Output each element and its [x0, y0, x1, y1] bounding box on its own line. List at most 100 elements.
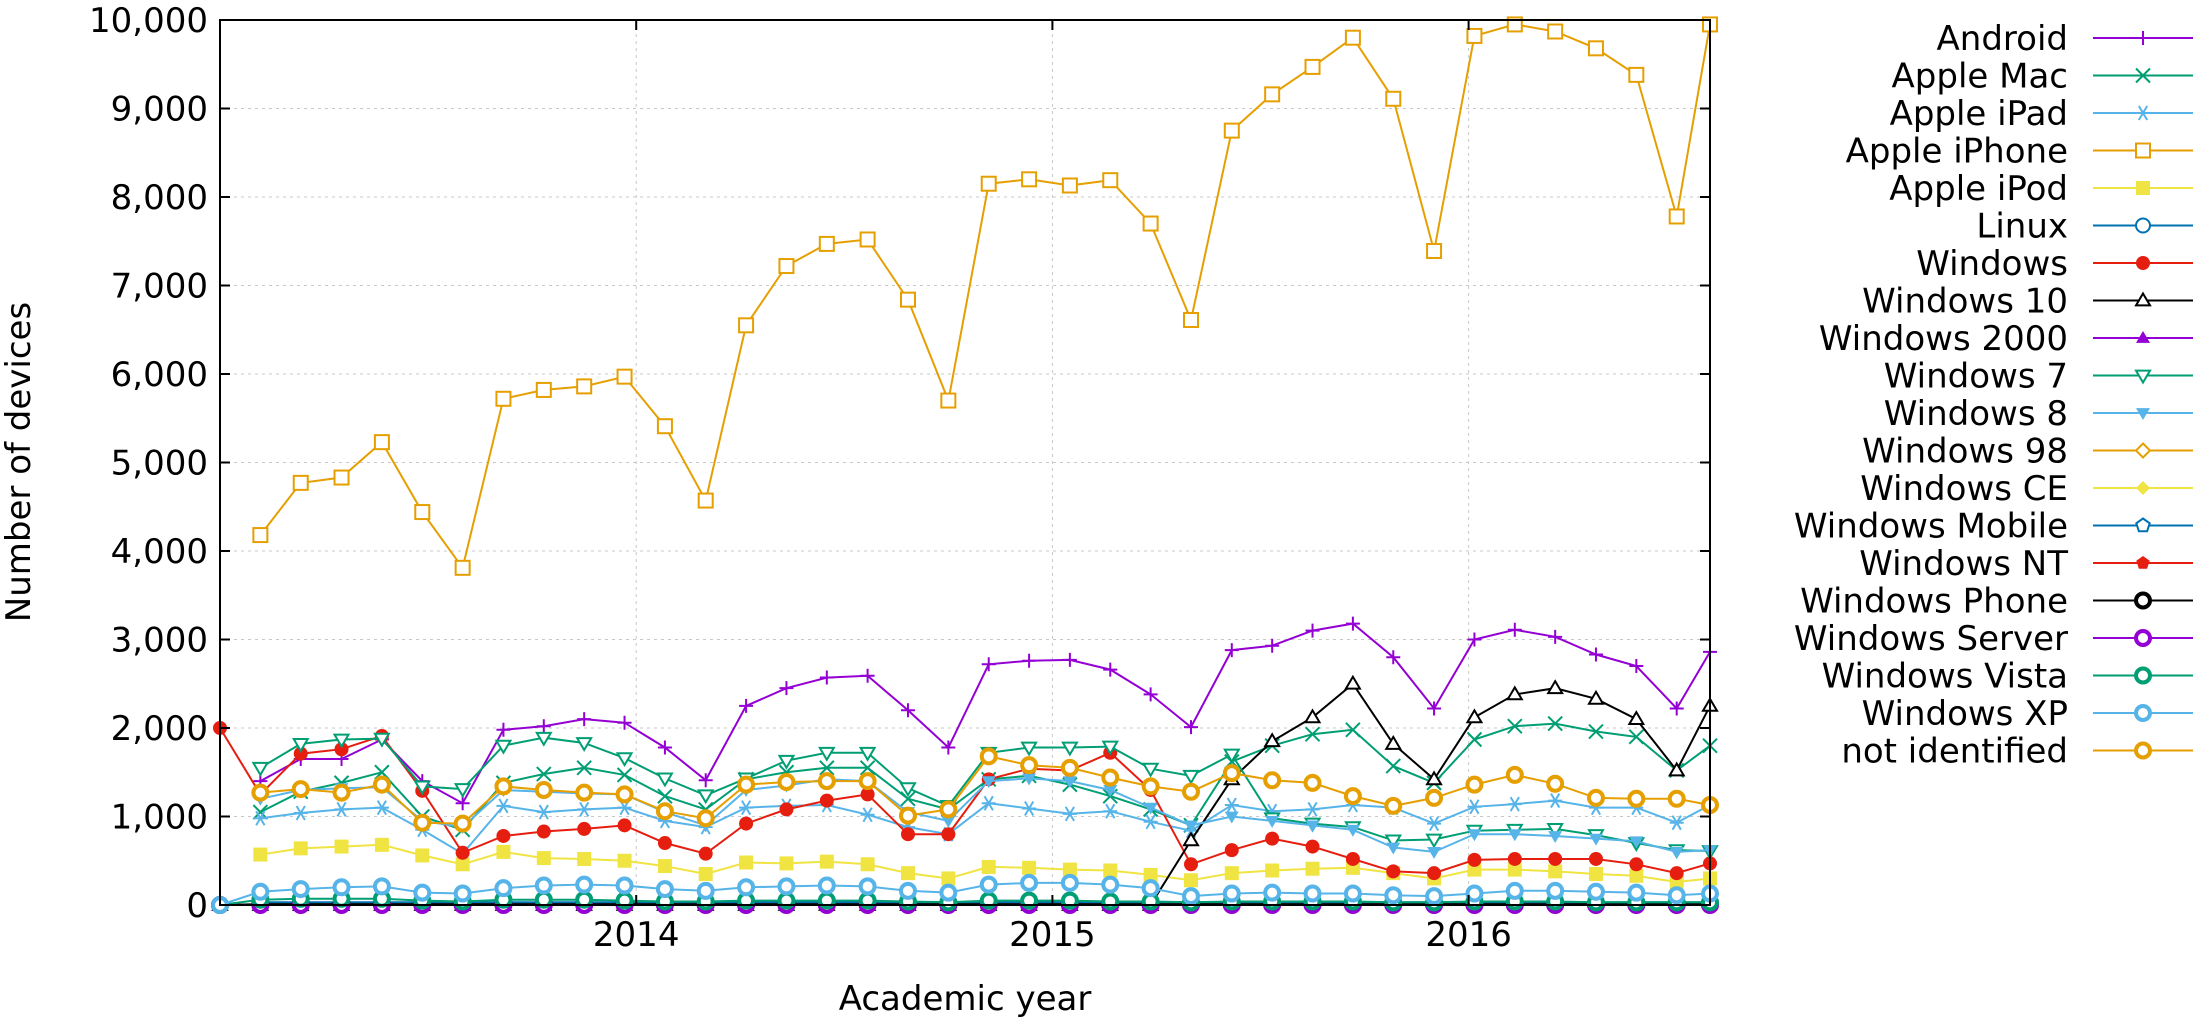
legend-entry: Windows 98 [1862, 432, 2193, 472]
data-point [334, 839, 349, 854]
data-point [1629, 659, 1644, 674]
data-point [1103, 803, 1118, 819]
data-point [1222, 884, 1241, 903]
data-point [2136, 105, 2150, 121]
data-point [1305, 820, 1320, 833]
series-line [219, 727, 1711, 875]
data-point [898, 881, 917, 900]
x-axis-ticks: 2014 2015 2016 [593, 20, 1512, 955]
legend-label: Apple iPad [1890, 94, 2068, 134]
data-point [2135, 67, 2151, 84]
y-tick-label: 1,000 [111, 798, 208, 838]
y-axis-ticks: 0 1,000 2,000 3,000 4,000 5,000 6,000 7,000 8,00… [89, 1, 1710, 926]
data-point [1548, 864, 1563, 879]
data-point [2134, 591, 2152, 610]
legend-label: Apple Mac [1892, 57, 2068, 97]
data-point [536, 824, 551, 839]
data-point [413, 780, 432, 796]
legend-entry: Windows XP [1862, 694, 2193, 734]
data-point [1345, 722, 1361, 738]
data-point [1183, 820, 1198, 833]
data-point [655, 880, 674, 899]
legend-label: Windows Mobile [1794, 507, 2068, 547]
data-point [1588, 647, 1603, 662]
data-point [1141, 762, 1160, 778]
data-point [455, 857, 470, 872]
data-point [1385, 90, 1402, 107]
x-tick-label: 2014 [593, 915, 680, 955]
data-point [1061, 741, 1079, 757]
legend-label: Windows [1916, 244, 2068, 284]
data-point [1062, 652, 1077, 667]
data-point [291, 880, 310, 899]
data-point [1667, 761, 1686, 777]
legend-label: Apple iPod [1889, 169, 2068, 209]
data-point [1467, 632, 1482, 647]
data-point [1020, 873, 1039, 892]
data-point [1102, 172, 1119, 189]
data-point [1345, 824, 1360, 837]
data-point [334, 801, 349, 817]
data-point [372, 877, 391, 896]
data-point [1384, 796, 1403, 815]
data-point [819, 760, 835, 776]
data-point [617, 715, 632, 730]
data-point [1062, 806, 1077, 822]
data-point [1546, 774, 1565, 793]
data-point [1305, 801, 1320, 817]
legend-entry: Android [1937, 19, 2193, 59]
legend-label: Windows 7 [1884, 357, 2068, 397]
legend-label: Windows Phone [1800, 582, 2068, 622]
data-point [1305, 861, 1320, 876]
data-point [292, 474, 309, 491]
data-point [657, 788, 673, 804]
data-point [1101, 875, 1120, 894]
data-point [251, 783, 270, 802]
data-point [495, 390, 512, 407]
legend-entry: not identified [1841, 732, 2193, 772]
data-point [496, 828, 511, 843]
data-point [251, 761, 270, 777]
data-point [617, 818, 632, 833]
data-point [1143, 687, 1158, 702]
data-point [1224, 866, 1239, 881]
data-point [293, 746, 308, 761]
data-point [1141, 777, 1160, 796]
data-point [2134, 291, 2152, 307]
data-point [1062, 862, 1077, 877]
legend-entry: Windows 8 [1884, 394, 2193, 434]
data-point [494, 739, 513, 755]
y-tick-label: 10,000 [89, 1, 208, 41]
data-point [1427, 847, 1442, 859]
data-point [1627, 883, 1646, 902]
data-point [979, 875, 998, 894]
series-windows [213, 721, 1717, 881]
y-tick-label: 3,000 [111, 621, 208, 661]
data-point [1222, 764, 1241, 783]
data-point [980, 175, 997, 192]
data-point [1425, 788, 1444, 807]
data-point [1467, 852, 1482, 867]
data-point [1143, 814, 1158, 830]
data-point [779, 802, 794, 817]
legend-entry: Windows CE [1860, 469, 2193, 509]
y-axis-title: Number of devices [0, 302, 39, 622]
legend-label: Windows 10 [1862, 282, 2068, 322]
data-point [291, 780, 310, 799]
data-point [1182, 769, 1200, 785]
data-point [373, 434, 390, 451]
legend-label: Windows 2000 [1819, 319, 2068, 359]
y-tick-label: 5,000 [111, 444, 208, 484]
data-point [1343, 787, 1362, 806]
data-point [1385, 758, 1401, 774]
data-point [858, 746, 877, 762]
data-point [1344, 29, 1361, 46]
data-point [1627, 710, 1646, 726]
data-point [454, 559, 471, 576]
data-point [2136, 31, 2150, 45]
data-point [577, 712, 592, 727]
legend-entry: Windows 7 [1884, 357, 2193, 397]
data-point [1183, 873, 1198, 888]
legend-label: Windows XP [1862, 694, 2068, 734]
data-point [1466, 731, 1483, 748]
